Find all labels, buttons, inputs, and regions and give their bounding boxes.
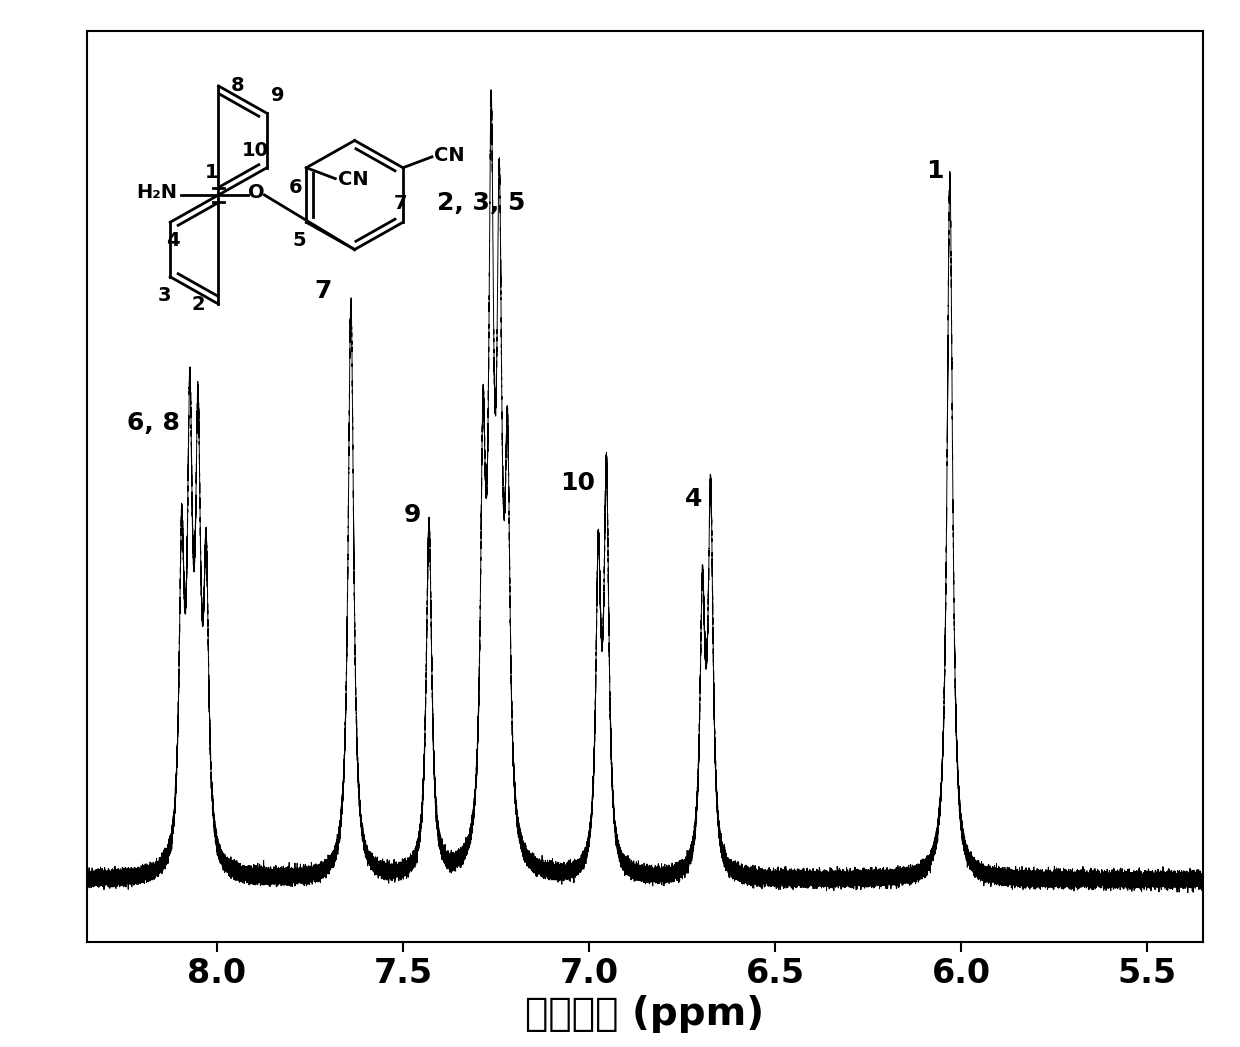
Text: CN: CN	[337, 171, 368, 190]
Text: 2: 2	[192, 294, 205, 313]
Text: 1: 1	[926, 159, 944, 183]
Text: 7: 7	[394, 195, 408, 214]
Text: 6, 8: 6, 8	[128, 410, 180, 435]
Text: CN: CN	[434, 146, 465, 165]
Text: 1: 1	[205, 163, 218, 182]
Text: 3: 3	[157, 286, 171, 305]
Text: 7: 7	[314, 280, 332, 303]
Text: 8: 8	[231, 76, 244, 95]
Text: 2, 3, 5: 2, 3, 5	[436, 192, 526, 216]
Text: 4: 4	[166, 231, 180, 250]
Text: 9: 9	[272, 86, 285, 106]
Text: 10: 10	[242, 140, 269, 160]
Text: 10: 10	[560, 471, 595, 495]
Text: 6: 6	[289, 178, 303, 197]
Text: H₂N: H₂N	[136, 183, 177, 202]
Text: O: O	[248, 183, 265, 202]
Text: 9: 9	[403, 503, 422, 527]
Text: 5: 5	[293, 231, 306, 250]
Text: 4: 4	[684, 487, 702, 511]
X-axis label: 化学位移 (ppm): 化学位移 (ppm)	[526, 996, 764, 1033]
